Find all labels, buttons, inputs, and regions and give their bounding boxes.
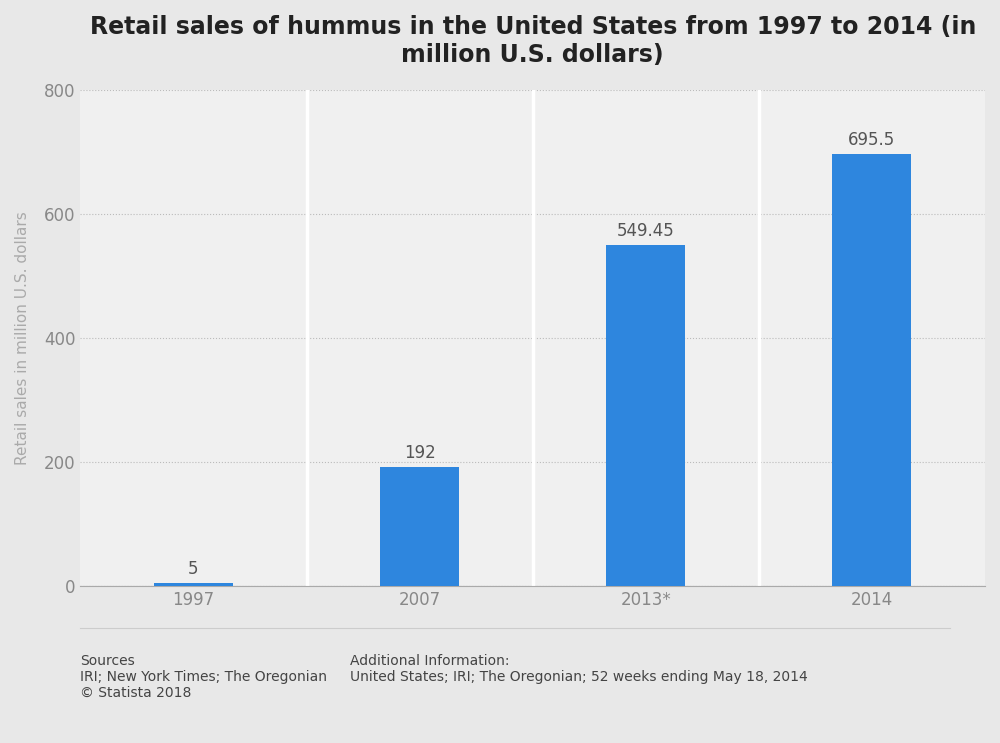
Title: Retail sales of hummus in the United States from 1997 to 2014 (in
million U.S. d: Retail sales of hummus in the United Sta… <box>90 15 976 67</box>
Bar <box>832 155 911 586</box>
Text: 5: 5 <box>188 560 199 578</box>
Y-axis label: Retail sales in million U.S. dollars: Retail sales in million U.S. dollars <box>15 211 30 465</box>
Bar <box>380 467 459 586</box>
Bar <box>759 90 985 586</box>
Bar <box>307 90 533 586</box>
Text: 695.5: 695.5 <box>848 132 896 149</box>
Bar <box>80 90 307 586</box>
Text: Additional Information:
United States; IRI; The Oregonian; 52 weeks ending May 1: Additional Information: United States; I… <box>350 654 808 684</box>
Text: 549.45: 549.45 <box>617 222 675 240</box>
Text: 192: 192 <box>404 444 435 462</box>
Bar <box>606 245 685 586</box>
Bar <box>154 583 233 586</box>
Text: Sources
IRI; New York Times; The Oregonian
© Statista 2018: Sources IRI; New York Times; The Oregoni… <box>80 654 327 700</box>
Bar <box>533 90 759 586</box>
